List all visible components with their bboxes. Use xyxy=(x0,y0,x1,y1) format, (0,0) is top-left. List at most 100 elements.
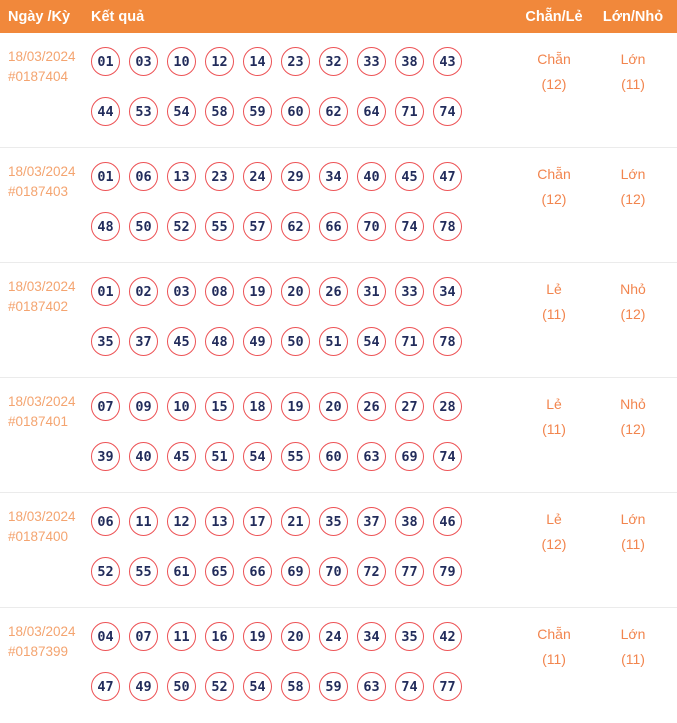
number-ball: 34 xyxy=(433,277,462,306)
numbers-line-1: 06 11 12 13 17 21 35 37 38 46 xyxy=(91,507,519,536)
even-odd-cell: Chẵn (11) xyxy=(519,622,589,723)
number-ball: 60 xyxy=(319,442,348,471)
number-ball: 37 xyxy=(129,327,158,356)
even-odd-label: Lẻ xyxy=(546,281,562,297)
number-ball: 58 xyxy=(281,672,310,701)
number-ball: 13 xyxy=(205,507,234,536)
number-ball: 61 xyxy=(167,557,196,586)
number-ball: 52 xyxy=(167,212,196,241)
numbers-line-1: 01 02 03 08 19 20 26 31 33 34 xyxy=(91,277,519,306)
draw-id: #0187403 xyxy=(8,184,69,199)
number-ball: 72 xyxy=(357,557,386,586)
number-ball: 69 xyxy=(395,442,424,471)
even-odd-cell: Lẻ (11) xyxy=(519,277,589,377)
number-ball: 34 xyxy=(319,162,348,191)
draw-numbers-cell: 01 02 03 08 19 20 26 31 33 34 35 37 45 48 49 50 51 54 71 7… xyxy=(91,277,519,377)
even-odd-label: Lẻ xyxy=(546,396,562,412)
big-small-cell: Lớn (11) xyxy=(589,622,677,723)
number-ball: 12 xyxy=(205,47,234,76)
number-ball: 71 xyxy=(395,97,424,126)
big-small-label: Nhỏ xyxy=(620,281,646,297)
numbers-line-2: 39 40 45 51 54 55 60 63 69 74 xyxy=(91,442,519,471)
number-ball: 78 xyxy=(433,327,462,356)
big-small-cell: Lớn (11) xyxy=(589,47,677,147)
number-ball: 04 xyxy=(91,622,120,651)
big-small-label: Lớn xyxy=(620,626,646,642)
numbers-line-1: 07 09 10 15 18 19 20 26 27 28 xyxy=(91,392,519,421)
number-ball: 39 xyxy=(91,442,120,471)
draw-date-cell: 18/03/2024 #0187399 xyxy=(0,622,91,723)
big-small-cell: Lớn (11) xyxy=(589,507,677,607)
number-ball: 19 xyxy=(281,392,310,421)
table-row: 18/03/2024 #0187400 06 11 12 13 17 21 35 37 38 46… xyxy=(0,493,677,608)
number-ball: 53 xyxy=(129,97,158,126)
table-row: 18/03/2024 #0187399 04 07 11 16 19 20 24 34 35 42… xyxy=(0,608,677,723)
header-result: Kết quả xyxy=(91,8,145,25)
number-ball: 03 xyxy=(129,47,158,76)
draw-date: 18/03/2024 xyxy=(8,164,76,179)
big-small-label: Lớn xyxy=(620,511,646,527)
big-small-count: (12) xyxy=(620,421,646,437)
number-ball: 49 xyxy=(129,672,158,701)
number-ball: 45 xyxy=(167,327,196,356)
draw-date: 18/03/2024 xyxy=(8,49,76,64)
draw-numbers-cell: 01 06 13 23 24 29 34 40 45 47 48 50 52 55 57 62 66 70 74 7… xyxy=(91,162,519,262)
number-ball: 12 xyxy=(167,507,196,536)
even-odd-cell: Lẻ (12) xyxy=(519,507,589,607)
number-ball: 35 xyxy=(91,327,120,356)
number-ball: 60 xyxy=(281,97,310,126)
number-ball: 54 xyxy=(167,97,196,126)
number-ball: 74 xyxy=(395,212,424,241)
number-ball: 57 xyxy=(243,212,272,241)
even-odd-count: (12) xyxy=(541,536,567,552)
number-ball: 33 xyxy=(357,47,386,76)
number-ball: 06 xyxy=(91,507,120,536)
draw-numbers-cell: 01 03 10 12 14 23 32 33 38 43 44 53 54 58 59 60 62 64 71 7… xyxy=(91,47,519,147)
even-odd-cell: Chẵn (12) xyxy=(519,162,589,262)
draw-numbers-cell: 06 11 12 13 17 21 35 37 38 46 52 55 61 65 66 69 70 72 77 7… xyxy=(91,507,519,607)
table-row: 18/03/2024 #0187404 01 03 10 12 14 23 32 33 38 43… xyxy=(0,33,677,148)
number-ball: 48 xyxy=(205,327,234,356)
number-ball: 38 xyxy=(395,507,424,536)
even-odd-count: (11) xyxy=(542,651,566,667)
even-odd-label: Lẻ xyxy=(546,511,562,527)
number-ball: 33 xyxy=(395,277,424,306)
number-ball: 62 xyxy=(281,212,310,241)
number-ball: 74 xyxy=(395,672,424,701)
number-ball: 50 xyxy=(129,212,158,241)
even-odd-label: Chẵn xyxy=(537,166,571,182)
number-ball: 16 xyxy=(205,622,234,651)
number-ball: 63 xyxy=(357,442,386,471)
number-ball: 52 xyxy=(205,672,234,701)
draw-id: #0187400 xyxy=(8,529,69,544)
results-rows: 18/03/2024 #0187404 01 03 10 12 14 23 32 33 38 43… xyxy=(0,33,677,723)
number-ball: 17 xyxy=(243,507,272,536)
number-ball: 06 xyxy=(129,162,158,191)
number-ball: 44 xyxy=(91,97,120,126)
draw-date-cell: 18/03/2024 #0187404 xyxy=(0,47,91,147)
number-ball: 26 xyxy=(357,392,386,421)
number-ball: 70 xyxy=(319,557,348,586)
draw-date-cell: 18/03/2024 #0187401 xyxy=(0,392,91,492)
numbers-line-2: 52 55 61 65 66 69 70 72 77 79 xyxy=(91,557,519,586)
even-odd-cell: Chẵn (12) xyxy=(519,47,589,147)
even-odd-count: (11) xyxy=(542,421,566,437)
number-ball: 55 xyxy=(129,557,158,586)
draw-id: #0187404 xyxy=(8,69,69,84)
number-ball: 23 xyxy=(205,162,234,191)
header-even-odd: Chẵn/Lẻ xyxy=(525,8,583,25)
big-small-count: (11) xyxy=(621,76,645,92)
number-ball: 47 xyxy=(433,162,462,191)
number-ball: 15 xyxy=(205,392,234,421)
draw-date: 18/03/2024 xyxy=(8,279,76,294)
number-ball: 29 xyxy=(281,162,310,191)
numbers-line-1: 04 07 11 16 19 20 24 34 35 42 xyxy=(91,622,519,651)
even-odd-label: Chẵn xyxy=(537,626,571,642)
number-ball: 66 xyxy=(243,557,272,586)
numbers-line-1: 01 03 10 12 14 23 32 33 38 43 xyxy=(91,47,519,76)
number-ball: 59 xyxy=(243,97,272,126)
table-row: 18/03/2024 #0187402 01 02 03 08 19 20 26 31 33 34… xyxy=(0,263,677,378)
number-ball: 34 xyxy=(357,622,386,651)
number-ball: 79 xyxy=(433,557,462,586)
number-ball: 28 xyxy=(433,392,462,421)
